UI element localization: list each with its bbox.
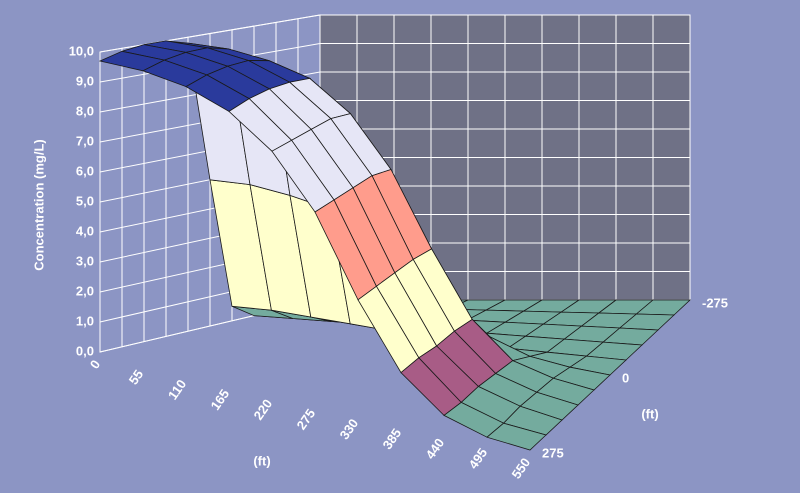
z-tick-label: 5,0: [76, 193, 94, 208]
x-tick-label: 55: [126, 367, 147, 387]
depth-tick-label: -275: [702, 295, 728, 310]
z-tick-label: 3,0: [76, 253, 94, 268]
grid-line: [99, 71, 690, 113]
grid-line: [99, 14, 690, 53]
z-tick-label: 9,0: [76, 73, 94, 88]
depth-tick-label: 0: [622, 370, 629, 385]
z-tick-label: 2,0: [76, 283, 94, 298]
z-tick-label: 7,0: [76, 133, 94, 148]
z-axis-title: Concentration (mg/L): [31, 139, 46, 270]
x-axis-title: (ft): [253, 453, 270, 468]
z-tick-label: 10,0: [69, 43, 94, 58]
depth-tick-label: 275: [542, 445, 564, 460]
depth-axis-title: (ft): [641, 406, 658, 421]
z-tick-label: 1,0: [76, 313, 94, 328]
z-tick-label: 6,0: [76, 163, 94, 178]
z-tick-label: 8,0: [76, 103, 94, 118]
surface-patch: [486, 422, 547, 451]
z-tick-label: 0,0: [76, 343, 94, 358]
z-tick-label: 4,0: [76, 223, 94, 238]
